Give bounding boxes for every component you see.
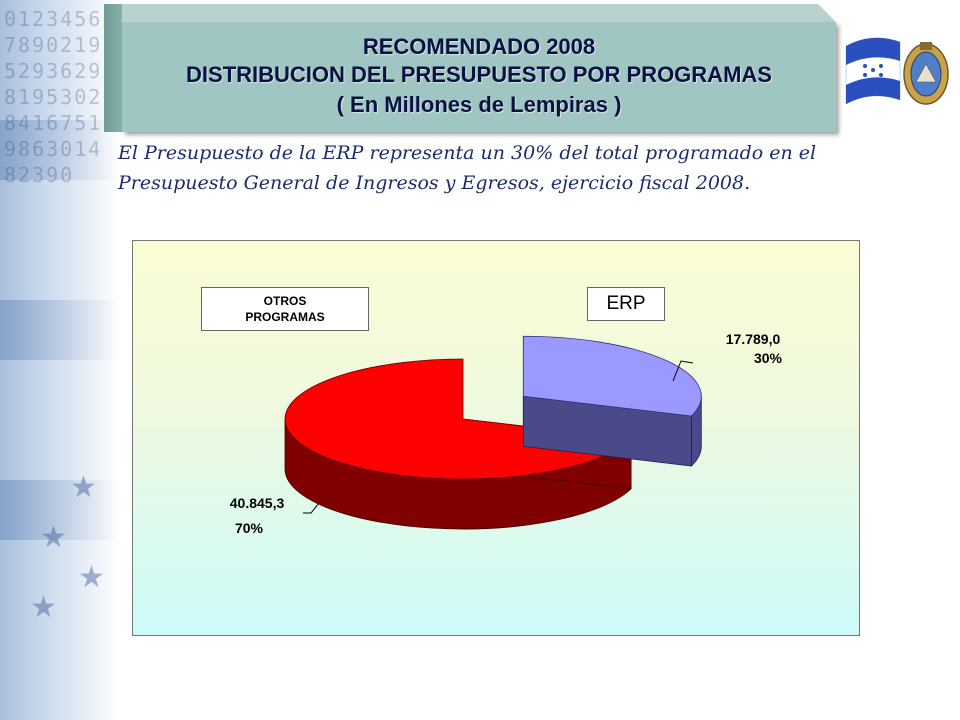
otros-value-label: 40.845,3 — [229, 495, 285, 511]
band-stripe — [0, 480, 120, 540]
intro-line-2: Presupuesto General de Ingresos y Egreso… — [118, 172, 751, 194]
honduras-flag-emblem — [845, 37, 949, 105]
intro-paragraph: El Presupuesto de la ERP representa un 3… — [118, 138, 898, 198]
erp-data-label: 17.789,0 30% — [703, 331, 803, 366]
title-banner: RECOMENDADO 2008 DISTRIBUCION DEL PRESUP… — [104, 4, 836, 132]
title-line-1: RECOMENDADO 2008 — [362, 34, 596, 59]
pie-chart-area: OTROS PROGRAMAS ERP 17.789,0 30% 40.845,… — [132, 240, 860, 636]
band-stripe — [0, 300, 120, 360]
star-icon: ★ — [30, 591, 57, 624]
otros-percent-label: 70% — [234, 520, 264, 536]
erp-percent-label: 30% — [753, 350, 783, 366]
legend-otros-programas: OTROS PROGRAMAS — [201, 287, 369, 331]
pie-chart-svg — [284, 335, 702, 530]
title-bevel-left — [104, 4, 122, 132]
legend-otros-line-1: OTROS — [263, 294, 307, 308]
erp-value-label: 17.789,0 — [725, 331, 781, 347]
legend-erp: ERP — [587, 287, 665, 321]
erp-slice-top — [522, 335, 702, 417]
star-icon: ★ — [78, 561, 105, 594]
intro-line-1: El Presupuesto de la ERP representa un 3… — [118, 142, 817, 164]
left-decorative-band: 0123456789021952936298195302841675198630… — [0, 0, 120, 720]
erp-leader-line — [672, 360, 694, 382]
title-line-3: ( En Millones de Lempiras ) — [336, 92, 622, 117]
background-digits: 0123456789021952936298195302841675198630… — [4, 7, 103, 187]
title-bevel-top — [104, 4, 836, 22]
title-line-2: DISTRIBUCION DEL PRESUPUESTO POR PROGRAM… — [186, 62, 772, 87]
legend-otros-line-2: PROGRAMAS — [245, 310, 325, 324]
star-icon: ★ — [70, 471, 97, 504]
band-stripe — [0, 120, 120, 180]
title-face — [122, 22, 836, 132]
otros-data-label: 40.845,3 70% — [207, 495, 307, 536]
star-icon: ★ — [40, 521, 67, 554]
otros-leader-line — [303, 502, 320, 514]
